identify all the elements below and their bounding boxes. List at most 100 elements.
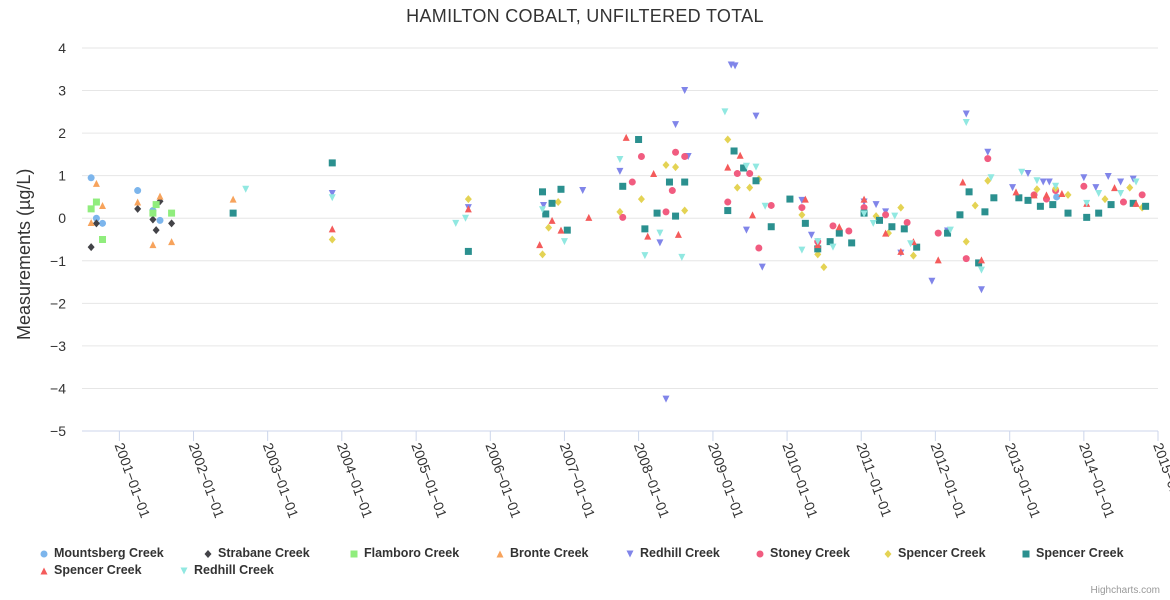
data-point[interactable]	[619, 182, 627, 190]
data-point[interactable]	[152, 201, 160, 209]
data-point[interactable]	[168, 238, 176, 246]
data-point[interactable]	[619, 213, 627, 221]
data-point[interactable]	[962, 255, 970, 263]
data-point[interactable]	[1138, 191, 1146, 199]
data-point[interactable]	[1080, 182, 1088, 190]
data-point[interactable]	[328, 190, 336, 198]
data-point[interactable]	[742, 162, 750, 170]
data-point[interactable]	[731, 62, 739, 70]
data-point[interactable]	[149, 215, 157, 224]
data-point[interactable]	[672, 163, 680, 172]
data-point[interactable]	[92, 198, 100, 206]
data-point[interactable]	[876, 216, 884, 224]
data-point[interactable]	[752, 112, 760, 120]
data-point[interactable]	[328, 159, 336, 167]
data-point[interactable]	[740, 164, 748, 172]
data-point[interactable]	[971, 201, 979, 210]
data-point[interactable]	[92, 179, 100, 187]
data-point[interactable]	[752, 177, 760, 185]
data-point[interactable]	[1033, 177, 1041, 185]
data-point[interactable]	[1039, 178, 1047, 186]
data-point[interactable]	[540, 201, 548, 209]
data-point[interactable]	[328, 225, 336, 233]
data-point[interactable]	[665, 178, 673, 186]
data-point[interactable]	[616, 155, 624, 163]
data-point[interactable]	[99, 219, 107, 227]
data-point[interactable]	[1142, 202, 1150, 210]
data-point[interactable]	[452, 219, 460, 227]
data-point[interactable]	[328, 194, 336, 202]
data-point[interactable]	[746, 183, 754, 192]
data-point[interactable]	[1018, 168, 1026, 176]
data-point[interactable]	[1009, 184, 1017, 192]
data-point[interactable]	[134, 187, 142, 195]
data-point[interactable]	[644, 232, 652, 240]
data-point[interactable]	[1119, 198, 1127, 206]
data-point[interactable]	[845, 227, 853, 235]
data-point[interactable]	[650, 170, 658, 178]
data-point[interactable]	[990, 194, 998, 202]
data-point[interactable]	[835, 223, 843, 231]
data-point[interactable]	[462, 214, 470, 222]
data-point[interactable]	[730, 147, 738, 155]
data-point[interactable]	[962, 110, 970, 118]
data-point[interactable]	[807, 231, 815, 239]
data-point[interactable]	[678, 253, 686, 261]
data-point[interactable]	[1064, 190, 1072, 199]
data-point[interactable]	[882, 211, 890, 219]
data-point[interactable]	[752, 163, 760, 171]
data-point[interactable]	[944, 229, 952, 237]
data-point[interactable]	[1030, 191, 1038, 199]
data-point[interactable]	[891, 212, 899, 220]
data-point[interactable]	[913, 243, 921, 251]
data-point[interactable]	[585, 213, 593, 221]
data-point[interactable]	[672, 212, 680, 220]
data-point[interactable]	[668, 187, 676, 195]
data-point[interactable]	[92, 214, 100, 222]
data-point[interactable]	[99, 201, 107, 209]
data-point[interactable]	[87, 243, 95, 252]
data-point[interactable]	[934, 256, 942, 264]
data-point[interactable]	[616, 167, 624, 175]
data-point[interactable]	[464, 247, 472, 255]
data-point[interactable]	[746, 170, 754, 178]
data-point[interactable]	[672, 121, 680, 129]
data-point[interactable]	[464, 195, 472, 204]
data-point[interactable]	[946, 226, 954, 234]
data-point[interactable]	[749, 211, 757, 219]
data-point[interactable]	[900, 225, 908, 233]
data-point[interactable]	[637, 195, 645, 204]
data-point[interactable]	[539, 188, 547, 196]
data-point[interactable]	[616, 207, 624, 216]
data-point[interactable]	[152, 226, 160, 235]
data-point[interactable]	[829, 222, 837, 230]
data-point[interactable]	[662, 395, 670, 403]
data-point[interactable]	[1042, 191, 1050, 199]
data-point[interactable]	[897, 203, 905, 212]
data-point[interactable]	[242, 185, 250, 193]
data-point[interactable]	[1129, 199, 1137, 207]
data-point[interactable]	[724, 135, 732, 144]
data-point[interactable]	[1126, 183, 1134, 192]
data-point[interactable]	[653, 209, 661, 217]
data-point[interactable]	[860, 210, 868, 218]
data-point[interactable]	[1052, 182, 1060, 190]
data-point[interactable]	[820, 263, 828, 272]
data-point[interactable]	[622, 133, 630, 141]
data-point[interactable]	[1117, 190, 1125, 198]
data-point[interactable]	[977, 286, 985, 294]
data-point[interactable]	[798, 196, 806, 204]
data-point[interactable]	[882, 229, 890, 237]
data-point[interactable]	[1107, 201, 1115, 209]
data-point[interactable]	[87, 205, 95, 213]
data-point[interactable]	[1104, 173, 1112, 181]
data-point[interactable]	[959, 178, 967, 186]
data-point[interactable]	[1095, 209, 1103, 217]
data-point[interactable]	[736, 151, 744, 159]
data-point[interactable]	[681, 87, 689, 95]
data-point[interactable]	[149, 241, 157, 249]
data-point[interactable]	[909, 251, 917, 260]
data-point[interactable]	[168, 219, 176, 228]
data-point[interactable]	[801, 219, 809, 227]
data-point[interactable]	[1083, 213, 1091, 221]
